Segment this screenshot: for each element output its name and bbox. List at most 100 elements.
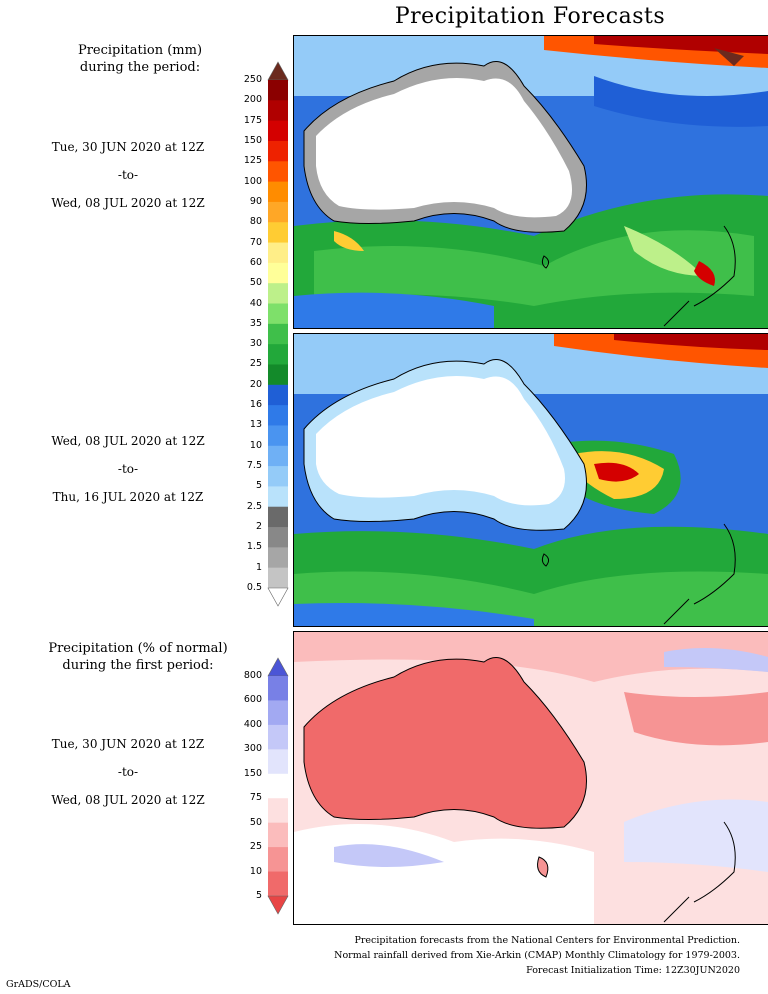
period1-sep: -to- [117,168,139,182]
precip-legend-swatch [268,405,288,426]
precip-legend-tick-label: 125 [243,155,262,167]
precip-legend-swatch [268,506,288,528]
precip-legend-cap-bottom [267,587,289,607]
precip-legend-tick-label: 5 [255,480,262,492]
anom-legend-tick-label: 10 [249,865,262,877]
precip-legend-tick-label: 175 [243,114,262,126]
precip-legend-tick-label: 2 [255,521,262,533]
precip-legend-tick-label: 7.5 [246,460,262,472]
precip-legend-tick-label: 150 [243,134,262,146]
footer-line3: Forecast Initialization Time: 12Z30JUN20… [526,965,740,976]
brand-label: GrADS/COLA [6,979,71,990]
precip-legend-swatch [268,486,288,508]
anomaly-colorbar: 800 600 400 300 150 75 50 25 10 5 [230,657,290,915]
period2-sep: -to- [117,462,139,476]
anom-legend-cap-top [267,657,289,677]
period3-start: Tue, 30 JUN 2020 at 12Z [51,737,205,751]
period1-start: Tue, 30 JUN 2020 at 12Z [51,140,205,154]
precip-legend-swatch [268,364,288,386]
precip-legend-tick-label: 1.5 [246,541,262,553]
precip-legend-swatch [268,527,288,548]
anom-legend-swatch [268,700,288,726]
precip-legend-title: Precipitation (mm) during the period: [77,43,203,75]
precip-legend-tick-label: 35 [249,317,262,329]
period2-dates: Wed, 08 JUL 2020 at 12Z -to- Thu, 16 JUL… [28,434,228,518]
precip-legend-tick-label: 0.5 [246,582,262,593]
precip-legend-tick-label: 250 [243,74,262,85]
anom-legend-tick-label: 75 [249,792,262,804]
anom-legend-tick-label: 5 [255,890,262,901]
precip-legend-swatch [268,120,288,142]
precip-legend-swatch [268,384,288,406]
precip-legend-tick-label: 25 [249,358,262,370]
precip-legend-tick-label: 40 [249,297,262,309]
precip-legend-swatch [268,425,288,447]
precip-legend-tick-label: 80 [249,216,262,228]
precip-legend-tick-label: 10 [249,439,262,451]
anom-legend-swatch [268,822,288,848]
footer-line1: Precipitation forecasts from the Nationa… [354,935,741,946]
precip-legend-swatch [268,80,288,101]
period3-sep: -to- [117,765,139,779]
period1-dates: Tue, 30 JUN 2020 at 12Z -to- Wed, 08 JUL… [28,140,228,224]
precip-colorbar: 250 200 175 150 125 100 90 80 70 60 50 40 35 30 25 20 16… [230,61,290,607]
anom-legend-swatch [268,798,288,824]
precip-legend-tick-label: 200 [243,94,262,106]
precip-legend-tick-label: 2.5 [246,500,262,512]
precip-legend-tick-label: 16 [249,399,262,411]
precip-legend-swatch [268,161,288,183]
precip-legend-swatch [268,466,288,487]
anom-legend-swatch [268,676,288,701]
precip-legend-tick-label: 70 [249,236,262,248]
footer-line2: Normal rainfall derived from Xie-Arkin (… [334,950,740,961]
anom-legend-swatch [268,749,288,775]
anom-legend-swatch [268,724,288,750]
anom-legend-title: Precipitation (% of normal) during the f… [48,641,228,673]
anom-legend-tick-label: 50 [249,816,262,828]
period3-end: Wed, 08 JUL 2020 at 12Z [51,793,205,807]
anom-legend-swatch [268,847,288,873]
precip-legend-swatch [268,262,288,284]
precip-legend-swatch [268,100,288,122]
footer-credits: Precipitation forecasts from the Nationa… [334,933,740,978]
period2-end: Thu, 16 JUL 2020 at 12Z [52,490,204,504]
precip-legend-tick-label: 100 [243,175,262,187]
anom-legend-swatch [268,871,288,897]
precip-legend-swatch [268,201,288,223]
anom-legend-tick-label: 400 [243,718,262,730]
precip-legend-swatch [268,140,288,162]
precip-legend-swatch [268,323,288,345]
precip-map-period2 [293,333,768,627]
anom-legend-tick-label: 300 [243,743,262,755]
anom-legend-cap-bottom [267,895,289,915]
anom-legend-svg [267,657,289,915]
anomaly-map-period1 [293,631,768,925]
precip-legend-tick-label: 90 [249,195,262,207]
precip-legend-tick-label: 13 [249,419,262,431]
period2-start: Wed, 08 JUL 2020 at 12Z [51,434,205,448]
precip-legend-swatch [268,242,288,264]
anom-legend-tick-label: 25 [249,841,262,853]
anom-legend-tick-label: 150 [243,767,262,779]
precip-legend-cap-top [267,61,289,81]
precip-legend-swatch [268,567,288,589]
precip-legend-tick-label: 30 [249,338,262,350]
precip-legend-tick-label: 50 [249,277,262,289]
precip-legend-swatch [268,445,288,467]
precip-legend-tick-label: 1 [255,561,262,573]
precip-legend-swatch [268,344,288,365]
page-title: Precipitation Forecasts [394,4,666,29]
anom-legend-tick-label: 600 [243,694,262,706]
precip-legend-swatch [268,303,288,325]
anom-legend-tick-label: 800 [243,670,262,681]
precip-legend-svg [267,61,289,607]
anom-legend-swatch [268,773,288,799]
period1-end: Wed, 08 JUL 2020 at 12Z [51,196,205,210]
precip-legend-swatch [268,222,288,244]
precip-legend-swatch [268,547,288,569]
precip-legend-tick-label: 60 [249,256,262,268]
precip-legend-swatch [268,181,288,203]
precip-legend-tick-label: 20 [249,378,262,390]
precip-legend-swatch [268,283,288,305]
precip-map-period1 [293,35,768,329]
